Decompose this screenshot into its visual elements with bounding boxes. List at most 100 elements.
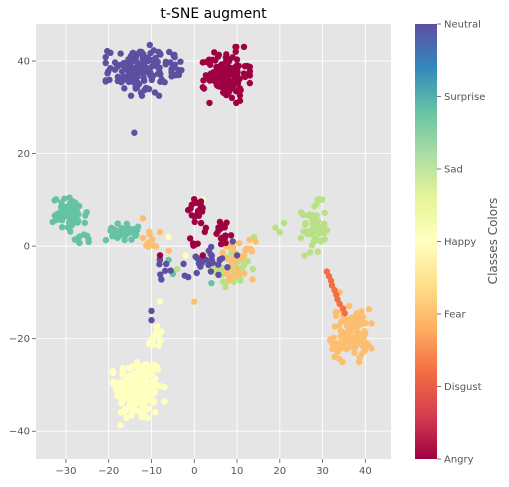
data-point — [196, 200, 202, 206]
x-tick-label: −20 — [98, 466, 119, 477]
data-point — [208, 244, 214, 250]
data-point — [230, 246, 236, 252]
data-point — [135, 375, 141, 381]
data-point — [311, 203, 317, 209]
data-point — [153, 329, 159, 335]
data-point — [277, 229, 283, 235]
data-point — [147, 42, 153, 48]
data-point — [223, 51, 229, 57]
data-point — [225, 59, 231, 65]
data-point — [106, 77, 112, 83]
x-tick-label: −10 — [141, 466, 162, 477]
x-tick-label: 0 — [191, 466, 197, 477]
data-point — [301, 252, 307, 258]
data-point — [302, 220, 308, 226]
data-point — [234, 56, 240, 62]
data-point — [137, 383, 143, 389]
data-point — [129, 50, 135, 56]
data-point — [131, 130, 137, 136]
x-tick-label: 40 — [359, 466, 372, 477]
data-point — [218, 235, 224, 241]
x-tick-label: 30 — [316, 466, 329, 477]
data-point — [145, 56, 151, 62]
data-point — [84, 233, 90, 239]
data-point — [143, 375, 149, 381]
colorbar-tick-label: Surprise — [444, 92, 485, 103]
data-point — [200, 84, 206, 90]
data-point — [209, 259, 215, 265]
data-point — [127, 365, 133, 371]
data-point — [156, 69, 162, 75]
colorbar-label: Classes Colors — [486, 198, 500, 285]
data-point — [191, 298, 197, 304]
data-point — [119, 231, 125, 237]
data-point — [324, 227, 330, 233]
data-point — [235, 271, 241, 277]
data-point — [152, 389, 158, 395]
data-point — [115, 78, 121, 84]
data-point — [368, 320, 374, 326]
data-point — [234, 252, 240, 258]
data-point — [141, 389, 147, 395]
data-point — [82, 220, 88, 226]
data-point — [135, 363, 141, 369]
data-point — [319, 196, 325, 202]
data-point — [119, 371, 125, 377]
data-point — [54, 211, 60, 217]
data-point — [191, 196, 197, 202]
data-point — [358, 308, 364, 314]
data-point — [222, 284, 228, 290]
data-point — [144, 414, 150, 420]
data-point — [361, 328, 367, 334]
chart-title: t-SNE augment — [160, 6, 267, 22]
data-point — [218, 241, 224, 247]
data-point — [152, 62, 158, 68]
data-point — [361, 335, 367, 341]
data-point — [157, 229, 163, 235]
data-point — [153, 324, 159, 330]
colorbar-tick-label: Fear — [444, 310, 466, 321]
data-point — [148, 308, 154, 314]
data-point — [65, 210, 71, 216]
data-point — [147, 73, 153, 79]
data-point — [167, 267, 173, 273]
data-point — [243, 72, 249, 78]
data-point — [76, 240, 82, 246]
data-point — [127, 78, 133, 84]
data-point — [298, 209, 304, 215]
y-tick-label: −20 — [9, 334, 30, 345]
data-point — [332, 345, 338, 351]
data-point — [109, 233, 115, 239]
data-point — [51, 197, 57, 203]
data-point — [215, 272, 221, 278]
data-point — [161, 79, 167, 85]
colorbar-tick-label: Sad — [444, 165, 463, 176]
data-point — [212, 57, 218, 63]
data-point — [348, 333, 354, 339]
data-point — [342, 310, 348, 316]
data-point — [146, 86, 152, 92]
data-point — [322, 210, 328, 216]
data-point — [356, 359, 362, 365]
data-point — [165, 234, 171, 240]
data-point — [197, 263, 203, 269]
data-point — [221, 90, 227, 96]
data-point — [206, 75, 212, 81]
data-point — [233, 48, 239, 54]
data-point — [128, 93, 134, 99]
data-point — [133, 82, 139, 88]
data-point — [307, 249, 313, 255]
data-point — [247, 80, 253, 86]
data-point — [136, 69, 142, 75]
data-point — [317, 238, 323, 244]
data-point — [180, 261, 186, 267]
data-point — [148, 364, 154, 370]
data-point — [339, 359, 345, 365]
data-point — [122, 65, 128, 71]
data-point — [117, 422, 123, 428]
data-point — [249, 248, 255, 254]
data-point — [177, 58, 183, 64]
x-tick-label: 10 — [231, 466, 244, 477]
data-point — [143, 66, 149, 72]
data-point — [229, 95, 235, 101]
